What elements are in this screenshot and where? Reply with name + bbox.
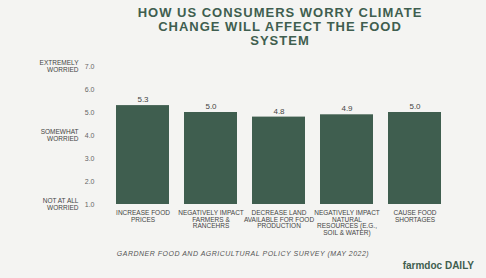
svg-text:4.8: 4.8 bbox=[273, 107, 285, 116]
svg-text:EXTREMELYWORRIED: EXTREMELYWORRIED bbox=[40, 59, 80, 73]
svg-text:4.9: 4.9 bbox=[341, 104, 353, 113]
html-text:GARDNER FOOD AND AGRICULTURAL: GARDNER FOOD AND AGRICULTURAL POLICY SUR… bbox=[116, 250, 370, 257]
svg-text:6.0: 6.0 bbox=[85, 86, 95, 93]
svg-text:SOMEWHATWORRIED: SOMEWHATWORRIED bbox=[41, 128, 79, 142]
svg-text:NEGATIVELY IMPACTFARMERS &RANC: NEGATIVELY IMPACTFARMERS &RANCEHRS bbox=[178, 209, 244, 229]
svg-text:DECREASE LANDAVAILABLE FOR FOO: DECREASE LANDAVAILABLE FOR FOODPRODUCTIO… bbox=[244, 209, 314, 229]
svg-text:2.0: 2.0 bbox=[85, 178, 95, 185]
svg-text:5.3: 5.3 bbox=[137, 95, 149, 104]
svg-text:NOT AT ALLWORRIED: NOT AT ALLWORRIED bbox=[43, 197, 79, 211]
svg-text:NEGATIVELY IMPACTNATURALRESOUR: NEGATIVELY IMPACTNATURALRESOURCES (E.G.,… bbox=[314, 209, 380, 237]
svg-text:1.0: 1.0 bbox=[85, 201, 95, 208]
svg-text:7.0: 7.0 bbox=[85, 63, 95, 70]
html-text:HOW US CONSUMERS WORRY CLIMATE: HOW US CONSUMERS WORRY CLIMATE CHANGE WI… bbox=[137, 5, 423, 48]
svg-text:3.0: 3.0 bbox=[85, 155, 95, 162]
svg-text:CAUSE FOODSHORTAGES: CAUSE FOODSHORTAGES bbox=[394, 209, 437, 223]
svg-text:5.0: 5.0 bbox=[85, 109, 95, 116]
svg-text:5.0: 5.0 bbox=[205, 102, 217, 111]
svg-text:INCREASE FOODPRICES: INCREASE FOODPRICES bbox=[116, 209, 170, 223]
svg-text:4.0: 4.0 bbox=[85, 132, 95, 139]
svg-text:5.0: 5.0 bbox=[409, 102, 421, 111]
html-text:farmdoc DAILY: farmdoc DAILY bbox=[402, 260, 474, 271]
